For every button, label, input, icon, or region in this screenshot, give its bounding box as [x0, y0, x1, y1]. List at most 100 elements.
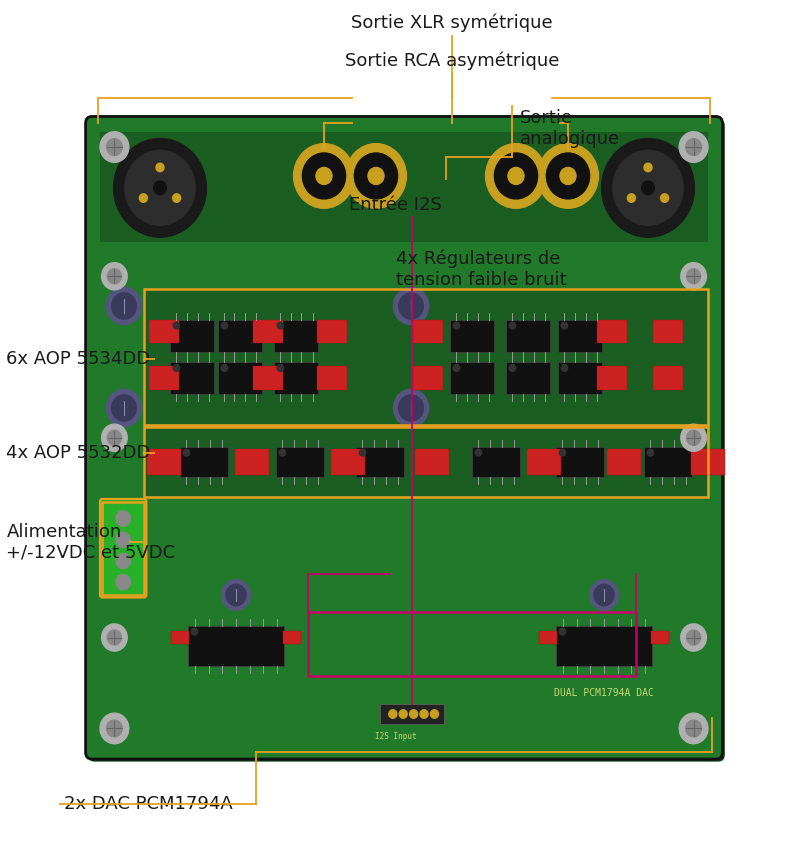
- Bar: [308, 612, 636, 676]
- FancyBboxPatch shape: [88, 119, 725, 762]
- Circle shape: [661, 194, 669, 202]
- Circle shape: [106, 287, 142, 325]
- Circle shape: [112, 395, 136, 421]
- Circle shape: [106, 389, 142, 427]
- Circle shape: [398, 293, 423, 319]
- Circle shape: [453, 322, 459, 329]
- Text: Sortie
analogique: Sortie analogique: [520, 109, 620, 148]
- Circle shape: [106, 720, 122, 737]
- Bar: [317, 366, 347, 390]
- Bar: [170, 320, 214, 352]
- Bar: [653, 320, 683, 343]
- Circle shape: [222, 580, 250, 610]
- Bar: [171, 631, 189, 644]
- Bar: [597, 320, 627, 343]
- Circle shape: [686, 720, 702, 737]
- Circle shape: [106, 139, 122, 156]
- Circle shape: [102, 424, 127, 451]
- Circle shape: [359, 449, 366, 456]
- Bar: [102, 502, 144, 595]
- Circle shape: [594, 584, 614, 606]
- Bar: [356, 447, 404, 478]
- Circle shape: [644, 163, 652, 172]
- Circle shape: [116, 532, 130, 547]
- Text: 6x AOP 5534DD: 6x AOP 5534DD: [6, 349, 150, 368]
- Bar: [413, 320, 443, 343]
- Circle shape: [510, 365, 516, 371]
- Circle shape: [679, 713, 708, 744]
- Circle shape: [226, 584, 246, 606]
- Bar: [651, 631, 669, 644]
- Bar: [253, 320, 283, 343]
- Circle shape: [183, 449, 190, 456]
- Circle shape: [538, 144, 598, 208]
- Bar: [597, 366, 627, 390]
- Circle shape: [430, 710, 438, 718]
- Circle shape: [114, 139, 206, 237]
- Circle shape: [559, 449, 566, 456]
- Circle shape: [368, 167, 384, 184]
- Bar: [558, 362, 602, 394]
- Circle shape: [277, 365, 283, 371]
- Bar: [253, 366, 283, 390]
- Circle shape: [686, 430, 701, 445]
- Circle shape: [112, 293, 136, 319]
- Bar: [149, 320, 179, 343]
- Circle shape: [116, 575, 130, 590]
- Bar: [145, 428, 707, 496]
- Circle shape: [686, 139, 702, 156]
- Bar: [558, 320, 602, 352]
- Bar: [218, 320, 262, 352]
- Bar: [653, 366, 683, 390]
- Circle shape: [399, 710, 407, 718]
- Circle shape: [647, 449, 654, 456]
- Circle shape: [559, 628, 566, 635]
- Bar: [556, 447, 604, 478]
- Circle shape: [107, 269, 122, 284]
- Circle shape: [354, 153, 398, 199]
- Bar: [506, 362, 550, 394]
- Bar: [539, 631, 557, 644]
- Circle shape: [100, 132, 129, 162]
- Circle shape: [174, 322, 179, 329]
- Bar: [380, 704, 444, 724]
- Bar: [472, 447, 520, 478]
- Circle shape: [681, 424, 706, 451]
- Circle shape: [508, 167, 524, 184]
- Circle shape: [279, 449, 286, 456]
- Circle shape: [173, 194, 181, 202]
- Circle shape: [546, 153, 590, 199]
- Bar: [331, 450, 365, 474]
- Circle shape: [679, 132, 708, 162]
- Text: Alimentation
+/-12VDC et 5VDC: Alimentation +/-12VDC et 5VDC: [6, 523, 175, 562]
- Circle shape: [116, 553, 130, 569]
- Circle shape: [102, 263, 127, 290]
- Bar: [274, 320, 318, 352]
- Circle shape: [486, 144, 546, 208]
- Circle shape: [139, 194, 147, 202]
- Circle shape: [154, 181, 166, 195]
- Bar: [170, 362, 214, 394]
- Circle shape: [116, 511, 130, 526]
- Circle shape: [398, 395, 423, 421]
- Bar: [283, 631, 301, 644]
- Circle shape: [100, 713, 129, 744]
- Bar: [147, 450, 181, 474]
- Circle shape: [410, 710, 418, 718]
- Bar: [145, 290, 707, 424]
- Bar: [274, 362, 318, 394]
- Circle shape: [681, 624, 706, 651]
- Circle shape: [107, 630, 122, 645]
- Circle shape: [420, 710, 428, 718]
- Bar: [317, 320, 347, 343]
- Circle shape: [394, 287, 429, 325]
- Circle shape: [561, 322, 568, 329]
- FancyBboxPatch shape: [100, 499, 146, 598]
- Bar: [607, 450, 641, 474]
- Circle shape: [221, 365, 227, 371]
- Circle shape: [642, 181, 654, 195]
- FancyBboxPatch shape: [86, 116, 722, 759]
- Bar: [415, 450, 449, 474]
- Circle shape: [560, 167, 576, 184]
- Bar: [450, 362, 494, 394]
